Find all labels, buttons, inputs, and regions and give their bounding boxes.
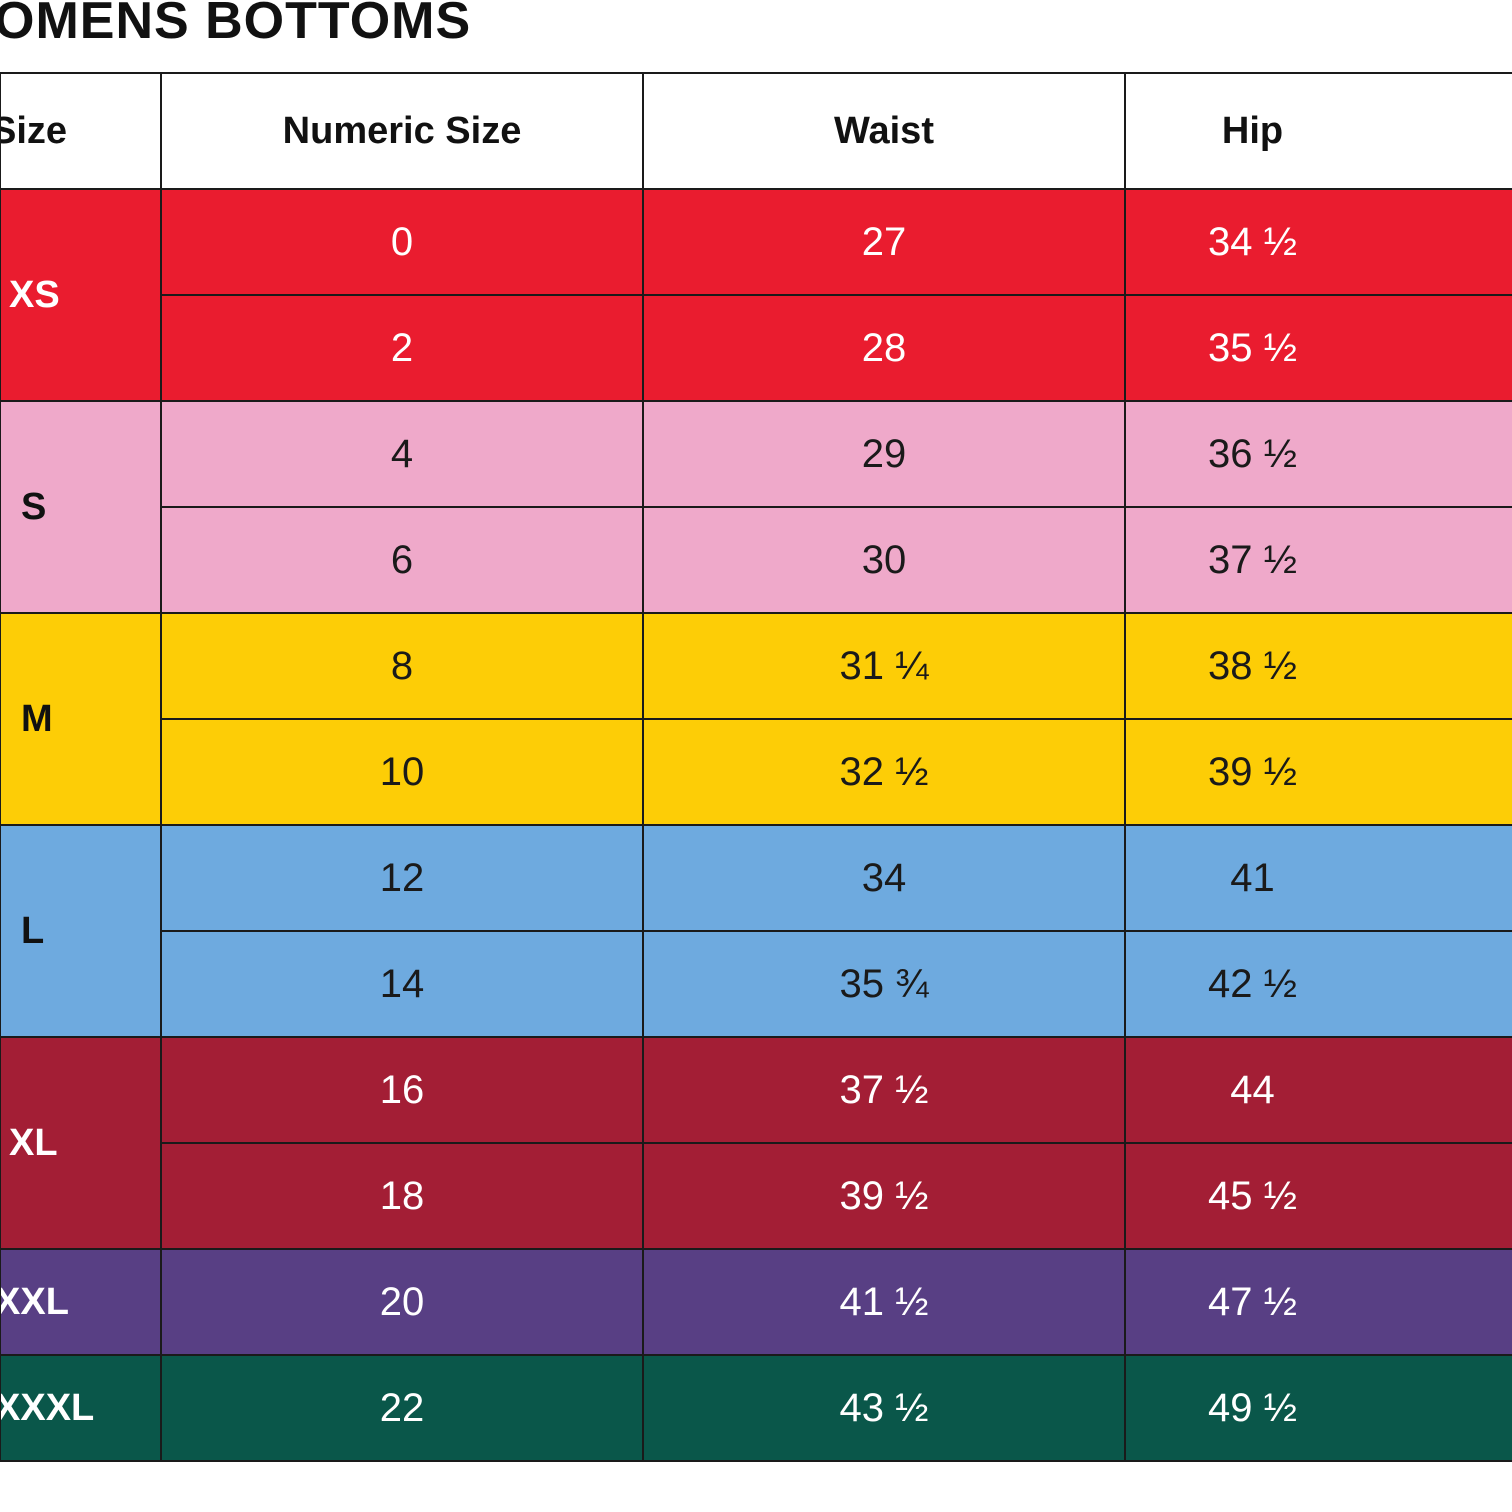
hip-cell: 47 ½ — [1124, 1248, 1512, 1356]
hip-cell: 37 ½ — [1124, 506, 1512, 614]
numeric-size-cell: 12 — [160, 824, 644, 932]
numeric-size-cell: 8 — [160, 612, 644, 720]
numeric-size-cell: 16 — [160, 1036, 644, 1144]
hip-cell: 35 ½ — [1124, 294, 1512, 402]
chart-title: OMENS BOTTOMS — [0, 0, 472, 50]
hip-cell: 39 ½ — [1124, 718, 1512, 826]
table-row: 10 32 ½ 39 ½ — [0, 718, 1512, 826]
table-row: L 12 34 41 — [0, 824, 1512, 1038]
numeric-size-cell: 4 — [160, 400, 644, 508]
waist-cell: 32 ½ — [642, 718, 1126, 826]
header-waist: Waist — [642, 72, 1126, 190]
header-row: Size Numeric Size Waist Hip — [0, 72, 1512, 190]
table-row: 2 28 35 ½ — [0, 294, 1512, 402]
waist-cell: 29 — [642, 400, 1126, 508]
size-label-xl: XL — [0, 1036, 162, 1250]
numeric-size-cell: 20 — [160, 1248, 644, 1356]
numeric-size-cell: 10 — [160, 718, 644, 826]
numeric-size-cell: 14 — [160, 930, 644, 1038]
waist-cell: 30 — [642, 506, 1126, 614]
hip-cell: 38 ½ — [1124, 612, 1512, 720]
size-label-xxxl: XXXL — [0, 1354, 162, 1462]
size-label-s: S — [0, 400, 162, 614]
waist-cell: 39 ½ — [642, 1142, 1126, 1250]
hip-cell: 36 ½ — [1124, 400, 1512, 508]
table-row: XS 0 27 34 ½ — [0, 188, 1512, 402]
waist-cell: 31 ¼ — [642, 612, 1126, 720]
numeric-size-cell: 0 — [160, 188, 644, 296]
table-row: M 8 31 ¼ 38 ½ — [0, 612, 1512, 826]
hip-cell: 49 ½ — [1124, 1354, 1512, 1462]
size-label-l: L — [0, 824, 162, 1038]
table-row: 6 30 37 ½ — [0, 506, 1512, 614]
numeric-size-cell: 18 — [160, 1142, 644, 1250]
table-row: XXL 20 41 ½ 47 ½ — [0, 1248, 1512, 1356]
hip-cell: 42 ½ — [1124, 930, 1512, 1038]
table-row: XXXL 22 43 ½ 49 ½ — [0, 1354, 1512, 1462]
header-numeric-size: Numeric Size — [160, 72, 644, 190]
hip-cell: 45 ½ — [1124, 1142, 1512, 1250]
numeric-size-cell: 6 — [160, 506, 644, 614]
waist-cell: 35 ¾ — [642, 930, 1126, 1038]
table-row: 14 35 ¾ 42 ½ — [0, 930, 1512, 1038]
size-label-xs: XS — [0, 188, 162, 402]
waist-cell: 43 ½ — [642, 1354, 1126, 1462]
waist-cell: 28 — [642, 294, 1126, 402]
numeric-size-cell: 22 — [160, 1354, 644, 1462]
waist-cell: 27 — [642, 188, 1126, 296]
header-size: Size — [0, 72, 162, 190]
hip-cell: 41 — [1124, 824, 1512, 932]
numeric-size-cell: 2 — [160, 294, 644, 402]
table-body: XS 0 27 34 ½ 2 28 35 ½ S 4 29 36 ½ 6 30 37 ½ M 8 31 ¼ 38 … — [0, 188, 1512, 1462]
table-row: 18 39 ½ 45 ½ — [0, 1142, 1512, 1250]
table-row: XL 16 37 ½ 44 — [0, 1036, 1512, 1250]
size-label-xxl: XXL — [0, 1248, 162, 1356]
waist-cell: 37 ½ — [642, 1036, 1126, 1144]
size-label-m: M — [0, 612, 162, 826]
header-hip: Hip — [1124, 72, 1512, 190]
hip-cell: 34 ½ — [1124, 188, 1512, 296]
waist-cell: 34 — [642, 824, 1126, 932]
hip-cell: 44 — [1124, 1036, 1512, 1144]
table-row: S 4 29 36 ½ — [0, 400, 1512, 614]
waist-cell: 41 ½ — [642, 1248, 1126, 1356]
